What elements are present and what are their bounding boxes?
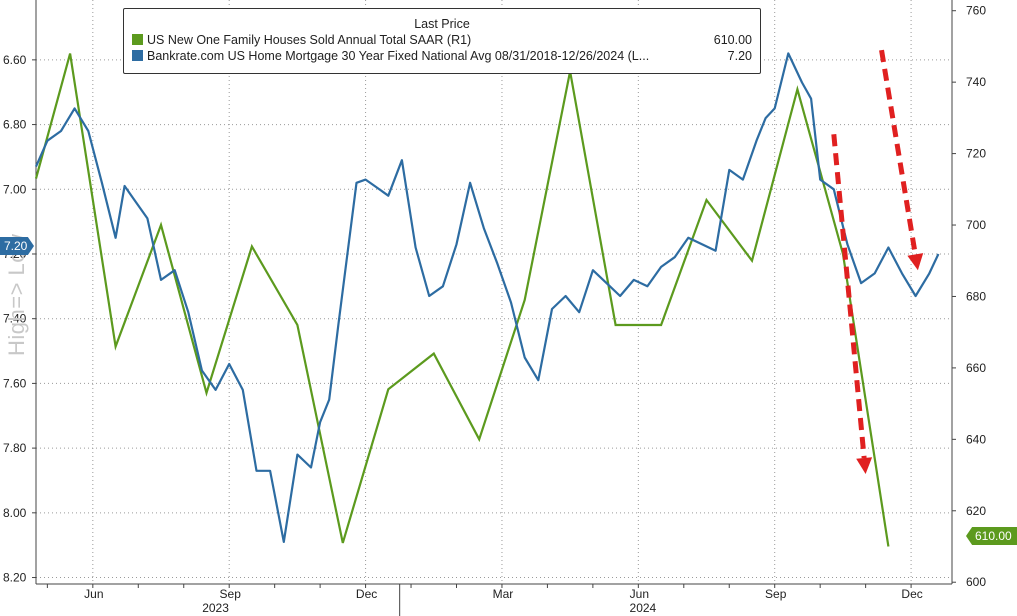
right-tick-label: 760 [966,4,986,18]
legend-title: Last Price [414,17,470,31]
left-tick-label: 6.80 [3,118,27,132]
right-tick-label: 620 [966,504,986,518]
axes: Jun Sep Dec Mar Jun Sep Dec 2023 2024 6.60 6.80 7.0… [3,0,986,616]
right-tick-label: 680 [966,289,986,303]
right-tick-label: 600 [966,575,986,589]
series-line-mortgage-rate [34,52,940,544]
last-value-badge-right: 610.00 [966,527,1017,545]
x-tick-label: Dec [901,587,922,601]
x-tick-label: Dec [356,587,377,601]
series-line-houses-sold [34,53,890,547]
right-tick-label: 720 [966,147,986,161]
legend-item-houses-sold: US New One Family Houses Sold Annual Tot… [124,32,760,48]
left-tick-label: 6.60 [3,53,27,67]
right-tick-label: 640 [966,432,986,446]
right-tick-label: 740 [966,75,986,89]
x-tick-label: Sep [220,587,242,601]
arrow-shaft [831,134,867,459]
x-tick-label: Jun [84,587,103,601]
annotation-arrows [831,49,924,474]
legend: Last Price US New One Family Houses Sold… [123,8,761,74]
last-value-badge-left: 7.20 [0,237,34,255]
left-tick-label: 7.80 [3,441,27,455]
legend-swatch-green [132,34,143,45]
legend-label-houses-sold: US New One Family Houses Sold Annual Tot… [147,33,472,47]
legend-swatch-blue [132,50,143,61]
series-layer [34,52,940,547]
legend-value-houses-sold: 610.00 [713,33,752,47]
x-year-label: 2024 [630,601,657,615]
arrow-head [907,253,924,271]
left-tick-label: 7.60 [3,376,27,390]
arrow-head [856,457,873,474]
right-tick-label: 700 [966,218,986,232]
legend-label-mortgage-rate: Bankrate.com US Home Mortgage 30 Year Fi… [147,49,650,63]
right-tick-label: 660 [966,361,986,375]
legend-value-mortgage-rate: 7.20 [727,49,752,63]
legend-item-mortgage-rate: Bankrate.com US Home Mortgage 30 Year Fi… [124,48,760,64]
x-tick-label: Jun [630,587,649,601]
left-tick-label: 8.20 [3,571,27,585]
left-tick-label: 7.00 [3,182,27,196]
x-year-label: 2023 [202,601,229,615]
left-tick-label: 7.40 [3,312,27,326]
x-tick-label: Mar [493,587,514,601]
arrow-shaft [879,49,918,255]
x-tick-label: Sep [765,587,787,601]
left-tick-label: 8.00 [3,506,27,520]
grid [36,0,952,584]
